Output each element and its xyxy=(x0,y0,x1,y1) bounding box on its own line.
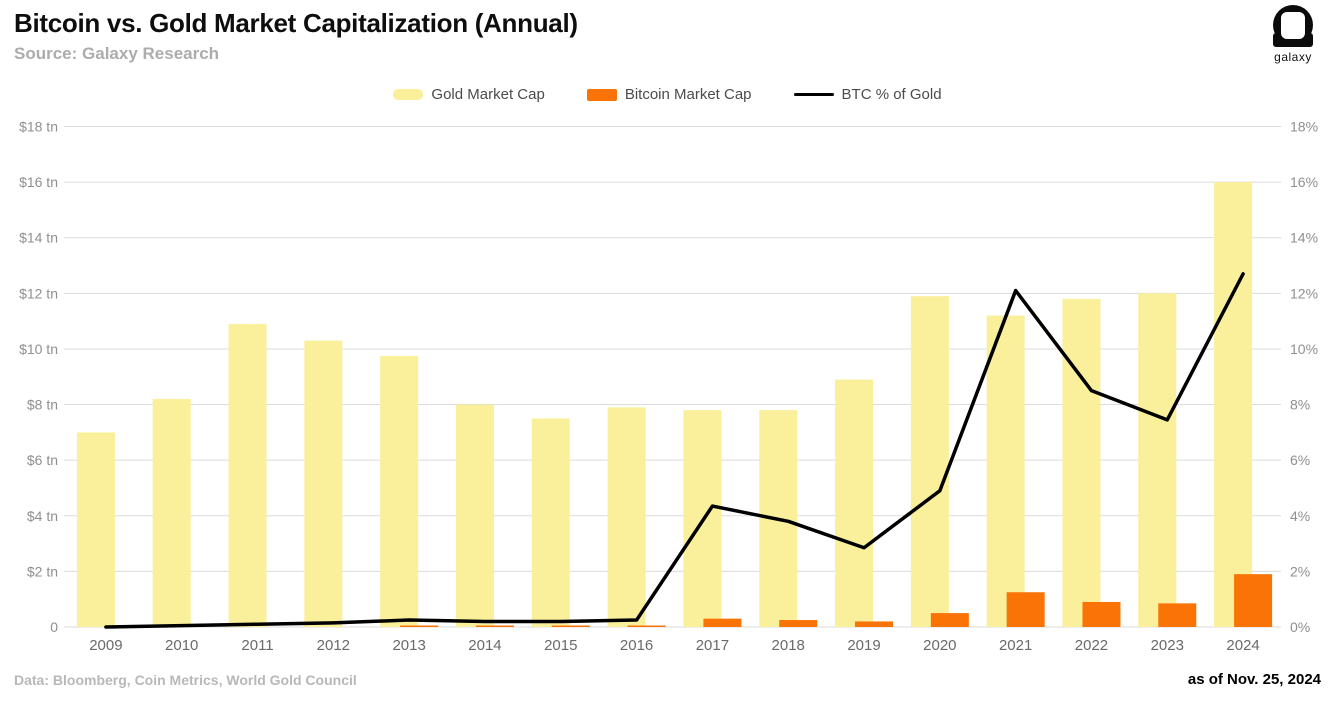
gold-bar-2014 xyxy=(455,404,494,627)
galaxy-logo-text: galaxy xyxy=(1274,50,1312,64)
x-axis-label-2021: 2021 xyxy=(999,637,1032,654)
x-axis-label-2020: 2020 xyxy=(923,637,956,654)
gold-swatch-icon xyxy=(393,89,424,100)
left-axis-tick: $6 tn xyxy=(27,452,58,468)
gold-bar-2020 xyxy=(910,296,949,627)
legend-label-gold: Gold Market Cap xyxy=(431,86,545,103)
x-axis-label-2016: 2016 xyxy=(620,637,653,654)
gold-bar-2019 xyxy=(835,379,874,627)
left-axis-tick: $12 tn xyxy=(19,285,58,301)
left-axis-tick: $18 tn xyxy=(19,119,58,135)
right-axis-tick: 14% xyxy=(1290,230,1318,246)
right-axis-tick: 0% xyxy=(1290,619,1310,635)
legend-item-bitcoin: Bitcoin Market Cap xyxy=(586,86,752,103)
legend-item-gold: Gold Market Cap xyxy=(393,86,545,103)
left-axis-tick: $14 tn xyxy=(19,230,58,246)
x-axis-label-2023: 2023 xyxy=(1151,637,1184,654)
x-axis-label-2012: 2012 xyxy=(317,637,350,654)
bitcoin-bar-2018 xyxy=(779,620,818,627)
gold-bar-2013 xyxy=(380,355,419,627)
right-axis-tick: 2% xyxy=(1290,563,1310,579)
x-axis-label-2010: 2010 xyxy=(165,637,198,654)
gold-bar-2023 xyxy=(1138,293,1177,627)
bitcoin-bar-2024 xyxy=(1234,574,1273,627)
right-axis-tick: 4% xyxy=(1290,508,1310,524)
right-axis-tick: 12% xyxy=(1290,285,1318,301)
legend-label-bitcoin: Bitcoin Market Cap xyxy=(624,86,752,103)
gold-bar-2022 xyxy=(1062,298,1101,627)
x-axis-label-2013: 2013 xyxy=(392,637,425,654)
right-axis-tick: 10% xyxy=(1290,341,1318,357)
gold-bar-2011 xyxy=(228,323,267,627)
galaxy-logo: galaxy xyxy=(1263,5,1323,64)
gold-bar-2021 xyxy=(986,315,1025,627)
chart-legend: Gold Market Cap Bitcoin Market Cap BTC %… xyxy=(0,86,1335,103)
bitcoin-bar-2016 xyxy=(627,625,666,627)
x-axis-label-2009: 2009 xyxy=(89,637,122,654)
x-axis-label-2011: 2011 xyxy=(241,637,273,654)
bitcoin-bar-2023 xyxy=(1158,603,1197,627)
bitcoin-swatch-icon xyxy=(586,88,617,101)
left-axis-tick: $2 tn xyxy=(27,563,58,579)
left-axis-tick: $8 tn xyxy=(27,397,58,413)
left-axis-tick: $16 tn xyxy=(19,174,58,190)
gold-bar-2024 xyxy=(1214,182,1253,627)
page-subtitle: Source: Galaxy Research xyxy=(14,44,220,63)
right-axis-tick: 6% xyxy=(1290,452,1310,468)
gold-bar-2010 xyxy=(152,398,191,627)
right-axis-tick: 16% xyxy=(1290,174,1318,190)
x-axis-label-2022: 2022 xyxy=(1075,637,1108,654)
x-axis-label-2017: 2017 xyxy=(696,637,729,654)
galaxy-logo-icon xyxy=(1273,5,1313,47)
left-axis-tick: $10 tn xyxy=(19,341,58,357)
x-axis-label-2015: 2015 xyxy=(544,637,577,654)
bitcoin-bar-2019 xyxy=(855,621,894,627)
btc-pct-of-gold-line xyxy=(104,272,1245,629)
gold-bar-2012 xyxy=(304,340,343,627)
legend-item-btc-pct: BTC % of Gold xyxy=(793,86,942,103)
footer-source: Data: Bloomberg, Coin Metrics, World Gol… xyxy=(14,672,357,688)
left-axis-tick: 0 xyxy=(50,619,58,635)
bitcoin-bar-2020 xyxy=(930,613,969,627)
right-axis-tick: 18% xyxy=(1290,119,1318,135)
gold-bar-2016 xyxy=(607,407,646,627)
bitcoin-bar-2015 xyxy=(551,625,590,627)
gold-bar-2009 xyxy=(76,432,115,627)
left-axis-tick: $4 tn xyxy=(27,508,58,524)
x-axis-label-2018: 2018 xyxy=(772,637,805,654)
gold-bar-2015 xyxy=(531,418,570,627)
bitcoin-bar-2013 xyxy=(400,625,439,627)
x-axis-label-2019: 2019 xyxy=(847,637,880,654)
footer-as-of-date: as of Nov. 25, 2024 xyxy=(1187,671,1321,688)
bitcoin-bar-2017 xyxy=(703,618,742,627)
bitcoin-bar-2021 xyxy=(1006,592,1045,627)
bitcoin-bar-2022 xyxy=(1082,601,1121,627)
x-axis-label-2014: 2014 xyxy=(468,637,501,654)
page-title: Bitcoin vs. Gold Market Capitalization (… xyxy=(14,8,578,38)
bitcoin-bar-2014 xyxy=(475,625,514,627)
legend-label-btc-pct: BTC % of Gold xyxy=(841,86,942,103)
right-axis-tick: 8% xyxy=(1290,397,1310,413)
line-swatch-icon xyxy=(793,92,834,97)
x-axis-label-2024: 2024 xyxy=(1226,637,1259,654)
